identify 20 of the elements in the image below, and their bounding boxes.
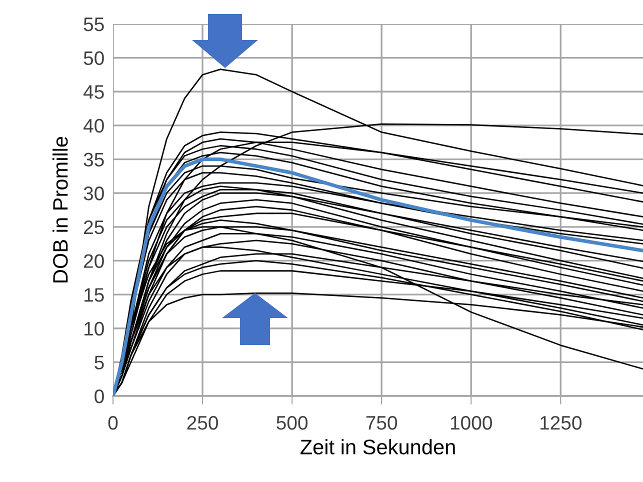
y-tick-label: 10 (84, 322, 104, 336)
x-tick-label: 250 (187, 416, 218, 430)
y-tick-label: 50 (84, 51, 104, 66)
y-tick-label: 20 (84, 254, 104, 268)
x-tick-label: 1250 (540, 416, 582, 430)
y-axis-title: DOB in Promille (52, 136, 68, 282)
y-tick-label: 55 (84, 18, 104, 32)
y-tick-label: 35 (84, 152, 104, 167)
y-tick-label: 40 (83, 118, 104, 133)
x-tick-label: 500 (276, 416, 308, 430)
y-tick-label: 45 (83, 85, 104, 99)
y-tick-label: 25 (84, 220, 104, 234)
y-tick-label: 15 (84, 288, 104, 302)
y-tick-label: 30 (84, 186, 104, 200)
x-tick-label: 0 (108, 416, 118, 430)
y-tick-label: 5 (94, 356, 104, 370)
x-axis-title: Zeit in Sekunden (300, 439, 455, 454)
y-tick-label: 0 (94, 389, 104, 404)
x-tick-label: 1000 (450, 416, 492, 430)
x-tick-label: 750 (366, 416, 398, 430)
